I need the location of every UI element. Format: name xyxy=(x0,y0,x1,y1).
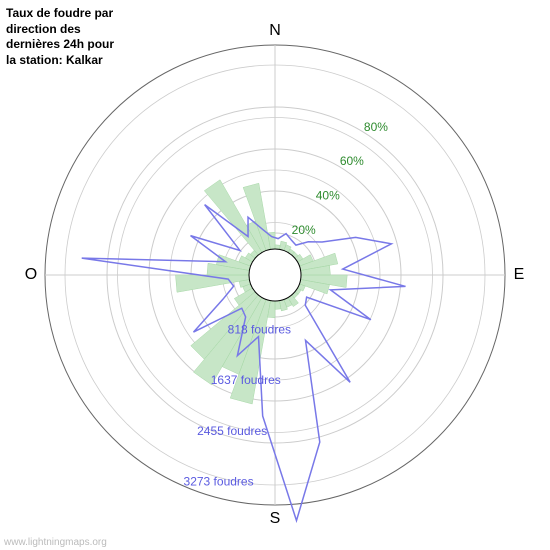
blue-ring-label: 3273 foudres xyxy=(184,475,254,489)
blue-ring-label: 1637 foudres xyxy=(211,373,281,387)
blue-ring-label: 818 foudres xyxy=(228,322,291,336)
cardinal-label: E xyxy=(514,266,525,283)
polar-chart: N E S O 20% 40% 60% 80% 818 foudres 1637 foudres 2… xyxy=(0,0,550,550)
cardinal-label: N xyxy=(269,22,281,39)
chart-title: Taux de foudre par direction des dernièr… xyxy=(6,6,116,68)
green-ring-label: 80% xyxy=(364,120,388,134)
green-ring-label: 60% xyxy=(340,154,364,168)
blue-ring-label: 2455 foudres xyxy=(197,424,267,438)
cardinal-label: O xyxy=(25,266,37,283)
green-ring-label: 20% xyxy=(292,223,316,237)
green-ring-label: 40% xyxy=(316,189,340,203)
center-circle xyxy=(249,249,301,301)
credit-text: www.lightningmaps.org xyxy=(4,537,107,548)
cardinal-label: S xyxy=(270,510,281,527)
